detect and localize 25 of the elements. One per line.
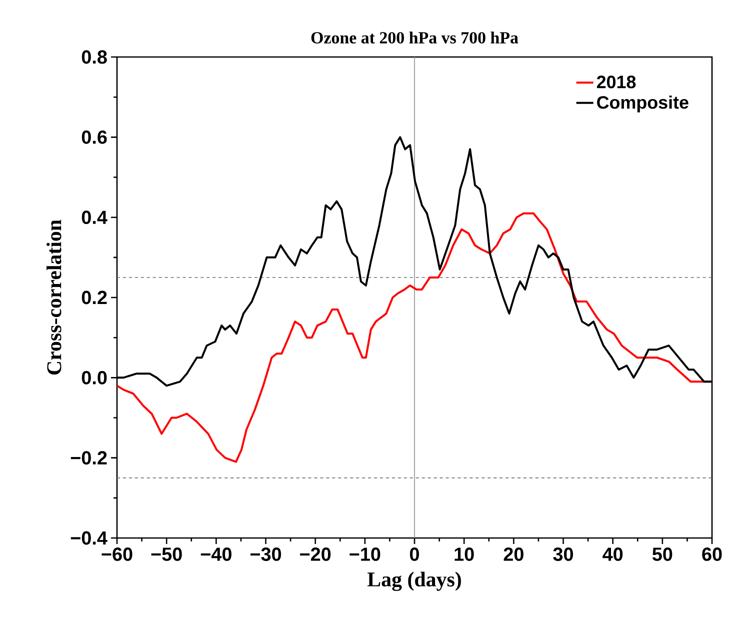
legend-label: Composite	[597, 96, 688, 112]
x-tick-label: 60	[702, 548, 722, 561]
x-tick-label: −40	[200, 548, 232, 561]
x-tick-label: 30	[553, 548, 574, 561]
y-tick-label: 0.0	[82, 370, 107, 384]
x-tick-label: −10	[350, 548, 380, 561]
x-tick-label: −30	[250, 548, 282, 561]
x-axis-title: Lag (days)	[367, 572, 461, 591]
x-tick-label: −50	[151, 548, 182, 561]
x-tick-label: 20	[504, 548, 524, 561]
y-tick-label: 0.2	[82, 290, 107, 304]
y-tick-label: 0.6	[82, 130, 107, 144]
y-tick-label: 0.4	[82, 210, 108, 224]
x-tick-label: 10	[454, 548, 474, 561]
x-tick-label: 50	[652, 548, 672, 561]
x-tick-label: 0	[410, 548, 419, 561]
x-tick-label: −20	[300, 548, 331, 561]
y-axis-title: Cross-correlation	[46, 220, 62, 375]
x-tick-label: −60	[102, 548, 132, 561]
chart-title: Ozone at 200 hPa vs 700 hPa	[311, 32, 518, 44]
y-tick-label: −0.2	[70, 451, 107, 465]
legend-label: 2018	[596, 76, 636, 88]
y-tick-label: −0.4	[70, 531, 108, 545]
x-tick-label: 40	[602, 548, 623, 561]
y-tick-label: 0.8	[82, 50, 107, 64]
